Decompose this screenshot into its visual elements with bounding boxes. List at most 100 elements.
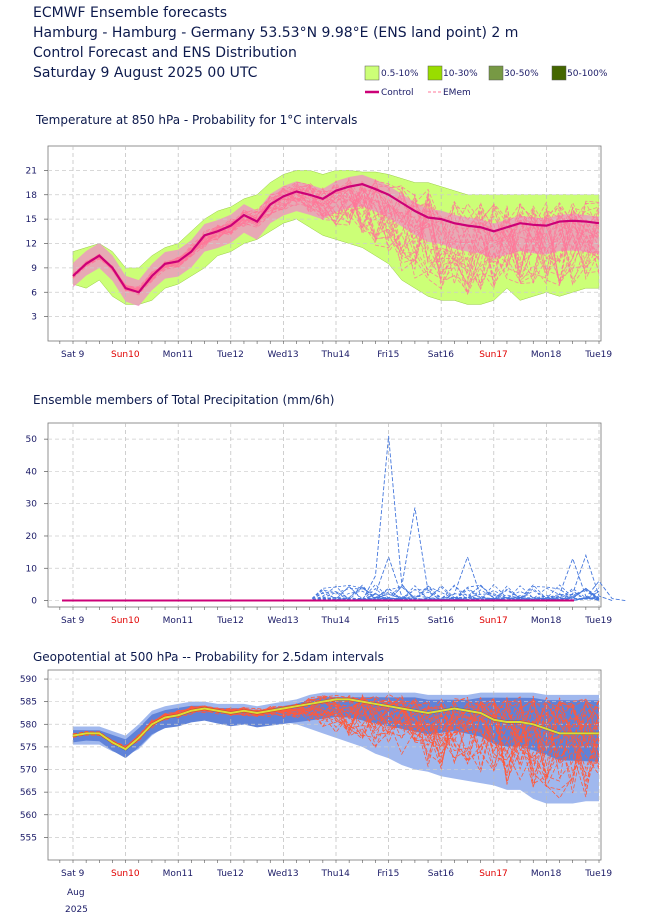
member-peak bbox=[440, 555, 494, 601]
x-tick-label: Sat16 bbox=[428, 869, 454, 879]
bottom-axis-year: 2025 bbox=[65, 905, 88, 915]
y-tick-label: 585 bbox=[20, 698, 37, 708]
member-line bbox=[72, 180, 600, 294]
x-tick-label: Mon18 bbox=[531, 616, 562, 626]
geopotential-panel: 555 560 565 570 575 580 585 590 Sat 9 Sun10 Mon11 T… bbox=[20, 669, 612, 879]
y-tick-label: 555 bbox=[20, 833, 37, 843]
member-peak bbox=[362, 555, 416, 601]
x-tick-label: Tue12 bbox=[216, 869, 244, 879]
x-tick-label: Fri15 bbox=[377, 616, 399, 626]
x-tick-label: Mon11 bbox=[163, 350, 193, 360]
control-line bbox=[72, 698, 599, 751]
header-line-location: Hamburg - Hamburg - Germany 53.53°N 9.98… bbox=[33, 25, 519, 41]
x-tick-label: Fri15 bbox=[377, 350, 399, 360]
legend-label-3: 50-100% bbox=[567, 69, 608, 79]
y-tick-label: 6 bbox=[31, 288, 37, 298]
x-tick-label: Sun17 bbox=[479, 350, 508, 360]
probability-bands bbox=[73, 692, 599, 804]
y-tick-label: 50 bbox=[26, 435, 38, 445]
x-tick-label: Tue19 bbox=[584, 869, 612, 879]
member-line bbox=[72, 181, 600, 295]
legend-swatch-3 bbox=[551, 65, 567, 81]
y-tick-label: 0 bbox=[31, 597, 37, 607]
y-tick-label: 30 bbox=[26, 500, 38, 510]
x-tick-label: Sat 9 bbox=[61, 350, 85, 360]
legend: 0.5-10% 10-30% 30-50% 50-100% Control EM… bbox=[364, 65, 608, 98]
panel-title-geopotential: Geopotential at 500 hPa -- Probability f… bbox=[33, 650, 384, 664]
y-tick-label: 9 bbox=[31, 264, 37, 274]
member-line bbox=[72, 693, 600, 791]
member-peak bbox=[361, 435, 416, 601]
y-tick-label: 580 bbox=[20, 720, 37, 730]
member-line bbox=[72, 186, 600, 293]
x-tick-label: Mon11 bbox=[163, 869, 193, 879]
x-tick-label: Tue12 bbox=[216, 616, 244, 626]
legend-label-0: 0.5-10% bbox=[381, 69, 419, 79]
member-peak bbox=[546, 557, 600, 601]
y-tick-label: 21 bbox=[26, 166, 37, 176]
x-tick-label: Sat 9 bbox=[61, 869, 85, 879]
y-tick-label: 40 bbox=[26, 467, 38, 477]
legend-emem-label: EMem bbox=[443, 88, 471, 98]
bottom-axis-month: Aug bbox=[67, 888, 85, 898]
y-tick-label: 10 bbox=[26, 564, 38, 574]
legend-label-2: 30-50% bbox=[504, 69, 539, 79]
legend-swatch-2 bbox=[488, 65, 504, 81]
y-tick-label: 575 bbox=[20, 743, 37, 753]
y-tick-label: 15 bbox=[26, 215, 37, 225]
header-line-date: Saturday 9 August 2025 00 UTC bbox=[33, 65, 258, 81]
y-tick-label: 20 bbox=[26, 532, 38, 542]
y-tick-label: 3 bbox=[31, 313, 37, 323]
x-tick-label: Thu14 bbox=[321, 869, 351, 879]
x-tick-label: Mon18 bbox=[531, 869, 562, 879]
member-peak bbox=[572, 580, 626, 601]
x-tick-label: Wed13 bbox=[268, 350, 299, 360]
member-line bbox=[72, 697, 600, 785]
precipitation-panel: 0 10 20 30 40 50 Sat 9 Sun10 Mon11 Tue12 Wed13 Thu1… bbox=[26, 422, 626, 626]
x-tick-label: Tue19 bbox=[584, 616, 612, 626]
legend-label-1: 10-30% bbox=[443, 69, 478, 79]
y-tick-label: 590 bbox=[20, 675, 37, 685]
header-line-subtitle: Control Forecast and ENS Distribution bbox=[33, 45, 297, 61]
x-tick-label: Tue12 bbox=[216, 350, 244, 360]
member-line bbox=[72, 187, 600, 291]
x-tick-label: Wed13 bbox=[268, 869, 299, 879]
band-middle bbox=[73, 697, 599, 762]
member-peak bbox=[559, 553, 613, 601]
x-tick-label: Wed13 bbox=[268, 616, 299, 626]
x-tick-label: Sat 9 bbox=[61, 616, 85, 626]
y-tick-label: 560 bbox=[20, 811, 37, 821]
y-tick-label: 570 bbox=[20, 766, 37, 776]
x-tick-label: Sat16 bbox=[428, 616, 454, 626]
y-tick-label: 18 bbox=[26, 191, 38, 201]
plot-area bbox=[47, 422, 602, 608]
y-tick-label: 12 bbox=[26, 240, 37, 250]
x-tick-label: Thu14 bbox=[321, 350, 351, 360]
member-line bbox=[72, 183, 600, 292]
x-tick-label: Sat16 bbox=[428, 350, 454, 360]
x-tick-label: Tue19 bbox=[584, 350, 612, 360]
x-tick-label: Mon18 bbox=[531, 350, 562, 360]
panel-title-precipitation: Ensemble members of Total Precipitation … bbox=[33, 393, 335, 407]
y-tick-label: 565 bbox=[20, 788, 37, 798]
x-tick-label: Mon11 bbox=[163, 616, 193, 626]
member-line bbox=[72, 694, 600, 782]
header-line-title: ECMWF Ensemble forecasts bbox=[33, 5, 228, 21]
member-line bbox=[72, 693, 600, 762]
x-tick-label: Sun10 bbox=[111, 350, 140, 360]
legend-swatch-0 bbox=[364, 65, 380, 81]
member-line bbox=[72, 189, 600, 291]
x-tick-label: Sun17 bbox=[479, 869, 508, 879]
x-tick-label: Sun17 bbox=[479, 616, 508, 626]
temperature-panel: 3 6 9 12 15 18 21 Sat 9 Sun10 Mon11 Tue12 Wed13 Thu1… bbox=[26, 145, 612, 360]
x-tick-label: Sun10 bbox=[111, 869, 140, 879]
legend-control-label: Control bbox=[381, 88, 414, 98]
member-line bbox=[72, 187, 600, 291]
x-tick-label: Thu14 bbox=[321, 616, 351, 626]
x-tick-label: Sun10 bbox=[111, 616, 140, 626]
panel-title-temperature: Temperature at 850 hPa - Probability for… bbox=[35, 113, 357, 127]
legend-swatch-1 bbox=[427, 65, 443, 81]
control-line bbox=[72, 183, 600, 294]
member-peak bbox=[388, 507, 442, 601]
